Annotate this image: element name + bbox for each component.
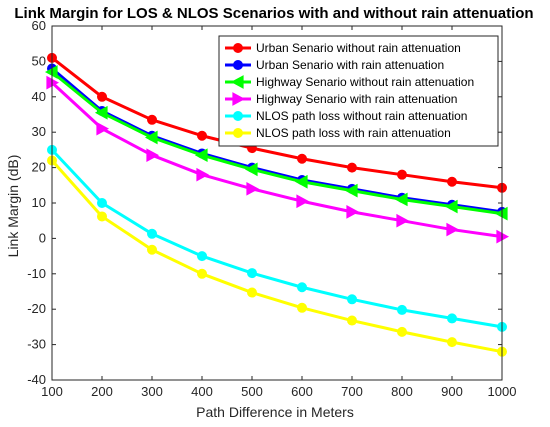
data-point [244, 162, 258, 177]
y-tick-label: 30 [32, 124, 46, 139]
y-tick-label: -20 [27, 301, 46, 316]
data-point [247, 287, 257, 298]
x-tick-label: 900 [441, 384, 463, 399]
data-point [196, 167, 210, 182]
x-tick-label: 300 [141, 384, 163, 399]
series-line [50, 81, 503, 239]
legend-item: Highway Senario without rain attenuation [225, 75, 474, 89]
y-tick-label: 40 [32, 89, 46, 104]
x-tick-label: 1000 [488, 384, 517, 399]
legend-label: NLOS path loss with rain attenuation [256, 126, 451, 140]
y-tick-label: 60 [32, 18, 46, 33]
data-point [394, 192, 408, 207]
legend-item: NLOS path loss without rain attenuation [225, 109, 467, 123]
series-line [50, 159, 503, 354]
legend-item: Urban Senario without rain attenuation [225, 41, 461, 55]
x-axis-label: Path Difference in Meters [196, 404, 354, 420]
x-tick-label: 500 [241, 384, 263, 399]
data-point [296, 194, 310, 209]
legend-item: NLOS path loss with rain attenuation [225, 126, 451, 140]
series-line [51, 56, 503, 190]
chart-title: Link Margin for LOS & NLOS Scenarios wit… [14, 5, 533, 22]
data-point [397, 326, 407, 337]
x-tick-label: 700 [341, 384, 363, 399]
data-point [397, 304, 407, 315]
data-point [197, 130, 207, 141]
data-point [297, 302, 307, 313]
x-tick-label: 100 [41, 384, 63, 399]
x-tick-label: 200 [91, 384, 113, 399]
data-point [346, 205, 360, 219]
series-4 [46, 75, 510, 244]
series-line [51, 67, 503, 214]
plot-frame [51, 25, 503, 381]
legend-label: NLOS path loss without rain attenuation [256, 109, 467, 123]
data-point [197, 268, 207, 279]
data-point [447, 313, 457, 324]
data-point [347, 315, 357, 326]
data-point [144, 130, 158, 145]
data-point [97, 198, 107, 208]
data-point [347, 294, 357, 305]
legend-marker [233, 128, 243, 138]
data-point [347, 162, 357, 173]
legend-label: Highway Senario without rain attenuation [256, 75, 474, 89]
legend-marker [233, 43, 243, 53]
legend-box [218, 35, 499, 147]
data-point [247, 268, 257, 279]
x-tick-label: 600 [291, 384, 313, 399]
series-line [50, 148, 503, 329]
y-tick-label: 10 [32, 195, 46, 210]
series-line [51, 70, 503, 216]
legend-marker [230, 75, 244, 89]
data-point [297, 153, 307, 164]
legend-marker [233, 111, 243, 121]
data-point [97, 211, 107, 222]
data-point [147, 228, 157, 239]
legend-label: Urban Senario without rain attenuation [256, 41, 461, 55]
data-point [97, 91, 107, 102]
data-point [297, 282, 307, 293]
data-point [197, 251, 207, 262]
data-point [447, 176, 457, 187]
y-tick-label: 50 [32, 53, 46, 68]
data-point [194, 148, 208, 163]
data-point [147, 244, 157, 255]
y-tick-label: 20 [32, 160, 46, 175]
data-point [146, 148, 160, 163]
data-point [246, 182, 260, 196]
axis-ticks: 100 200 300 400 500 600 700 800 900 1000-40-30-20… [27, 18, 516, 399]
data-point [446, 222, 460, 237]
y-tick-label: 0 [39, 230, 46, 245]
data-point [397, 169, 407, 180]
legend: Urban Senario without rain attenuation Ur… [218, 35, 499, 147]
data-point [294, 174, 308, 189]
y-tick-label: -40 [27, 372, 46, 387]
y-axis-label: Link Margin (dB) [5, 155, 21, 258]
data-point [444, 199, 458, 214]
data-point [94, 105, 108, 120]
data-point [147, 114, 157, 125]
legend-label: Urban Senario with rain attenuation [256, 58, 444, 72]
legend-item: Highway Senario with rain attenuation [225, 92, 457, 106]
legend-item: Urban Senario with rain attenuation [225, 58, 444, 72]
data-point [96, 121, 110, 136]
x-tick-label: 400 [191, 384, 213, 399]
data-point [447, 337, 457, 348]
data-point [344, 183, 358, 198]
y-tick-label: -30 [27, 337, 46, 352]
legend-marker [232, 92, 246, 106]
data-point [396, 213, 410, 228]
series-1 [47, 52, 507, 193]
x-tick-label: 800 [391, 384, 413, 399]
y-tick-label: -10 [27, 266, 46, 281]
legend-marker [233, 60, 243, 70]
legend-label: Highway Senario with rain attenuation [256, 92, 457, 106]
